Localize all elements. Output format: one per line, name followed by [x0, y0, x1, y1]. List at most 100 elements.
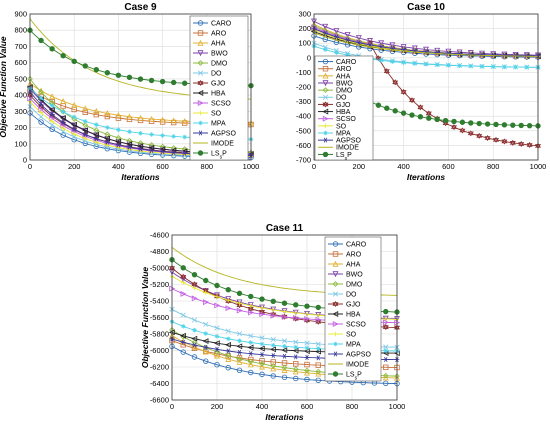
data-point [450, 125, 458, 131]
legend-entry-dmo: DMO [328, 281, 363, 288]
data-point [127, 147, 132, 152]
data-point [526, 141, 533, 147]
legend-marker [332, 260, 339, 267]
legend-entry-gjo: GJO [193, 79, 226, 87]
chart-title: Case 10 [407, 2, 445, 13]
data-point [484, 136, 491, 142]
data-point [281, 300, 288, 306]
legend-marker [332, 300, 339, 306]
data-point [104, 70, 111, 76]
data-point [248, 351, 254, 357]
data-point [322, 23, 329, 30]
data-point [225, 336, 231, 342]
legend-label: IMODE [211, 140, 234, 147]
data-point [203, 277, 209, 284]
data-point [180, 349, 186, 355]
data-point [236, 358, 243, 365]
data-point [191, 317, 198, 323]
legend-label: CARO [211, 20, 232, 27]
legend-label: SO [211, 110, 222, 117]
legend-marker [322, 101, 329, 107]
data-point [510, 122, 516, 128]
data-point [116, 127, 121, 133]
data-point [105, 142, 110, 148]
data-point [71, 126, 77, 132]
data-point [293, 310, 299, 316]
data-point [292, 368, 299, 375]
legend-label: SCSO [346, 321, 366, 328]
data-point [400, 88, 407, 94]
y-tick-label: -4600 [150, 231, 169, 240]
legend-label: MPA [336, 130, 351, 137]
data-point [459, 127, 466, 133]
data-point [203, 344, 209, 350]
data-point [236, 331, 243, 337]
data-point [382, 372, 389, 379]
data-point [115, 138, 122, 145]
data-point [192, 285, 197, 291]
y-tick-label: 600 [14, 58, 27, 67]
legend-marker [197, 81, 204, 87]
legend-entry-aha: AHA [318, 72, 351, 80]
data-point [60, 120, 66, 126]
data-point [334, 50, 339, 55]
data-point [191, 282, 198, 288]
legend-label: HBA [346, 311, 361, 318]
data-point [382, 315, 389, 322]
legend-subscript: s [355, 375, 358, 381]
legend-label: SO [346, 331, 357, 338]
legend-entry-so: SO [318, 123, 347, 130]
data-point [104, 110, 111, 117]
y-tick-label: -700 [296, 156, 311, 165]
x-tick-label: 200 [68, 162, 81, 171]
legend-marker [197, 50, 204, 57]
y-tick-label: 200 [14, 123, 27, 132]
y-tick-label: -4800 [150, 247, 169, 256]
data-point [315, 362, 321, 368]
data-point [383, 344, 389, 350]
data-point [502, 52, 507, 58]
x-tick-label: 800 [346, 402, 359, 411]
data-point [159, 116, 166, 123]
data-point [138, 130, 143, 136]
legend-marker [322, 115, 329, 122]
data-point [49, 126, 55, 132]
x-tick-label: 400 [397, 162, 410, 171]
legend-label: MPA [346, 341, 361, 348]
legend-label: AGPSO [211, 130, 236, 137]
data-point [450, 124, 458, 129]
legend-marker [197, 30, 204, 36]
data-point [270, 312, 277, 319]
data-point [192, 342, 197, 348]
data-point [457, 63, 462, 69]
data-point [180, 339, 186, 345]
x-tick-label: 600 [442, 162, 455, 171]
data-point [137, 143, 144, 150]
data-point [304, 303, 310, 309]
x-tick-label: 400 [256, 402, 269, 411]
data-point [93, 131, 99, 138]
data-point [82, 109, 88, 115]
legend-marker [322, 66, 329, 72]
data-point [334, 34, 339, 40]
data-point [315, 368, 322, 375]
data-point [501, 138, 508, 144]
data-point [417, 114, 424, 120]
data-point [281, 367, 288, 373]
data-point [304, 361, 310, 368]
data-point [293, 339, 299, 345]
data-point [383, 316, 389, 322]
data-point [60, 128, 66, 135]
data-point [60, 98, 67, 104]
data-point [203, 358, 209, 364]
data-point [390, 59, 395, 64]
legend-entry-aha: AHA [328, 260, 361, 268]
legend-marker [322, 94, 329, 100]
data-point [247, 344, 254, 351]
data-point [467, 130, 474, 136]
legend-label: AGPSO [336, 138, 361, 145]
data-point [38, 101, 44, 107]
data-point [214, 362, 220, 368]
legend-label: BWO [336, 80, 353, 87]
data-point [270, 359, 276, 365]
